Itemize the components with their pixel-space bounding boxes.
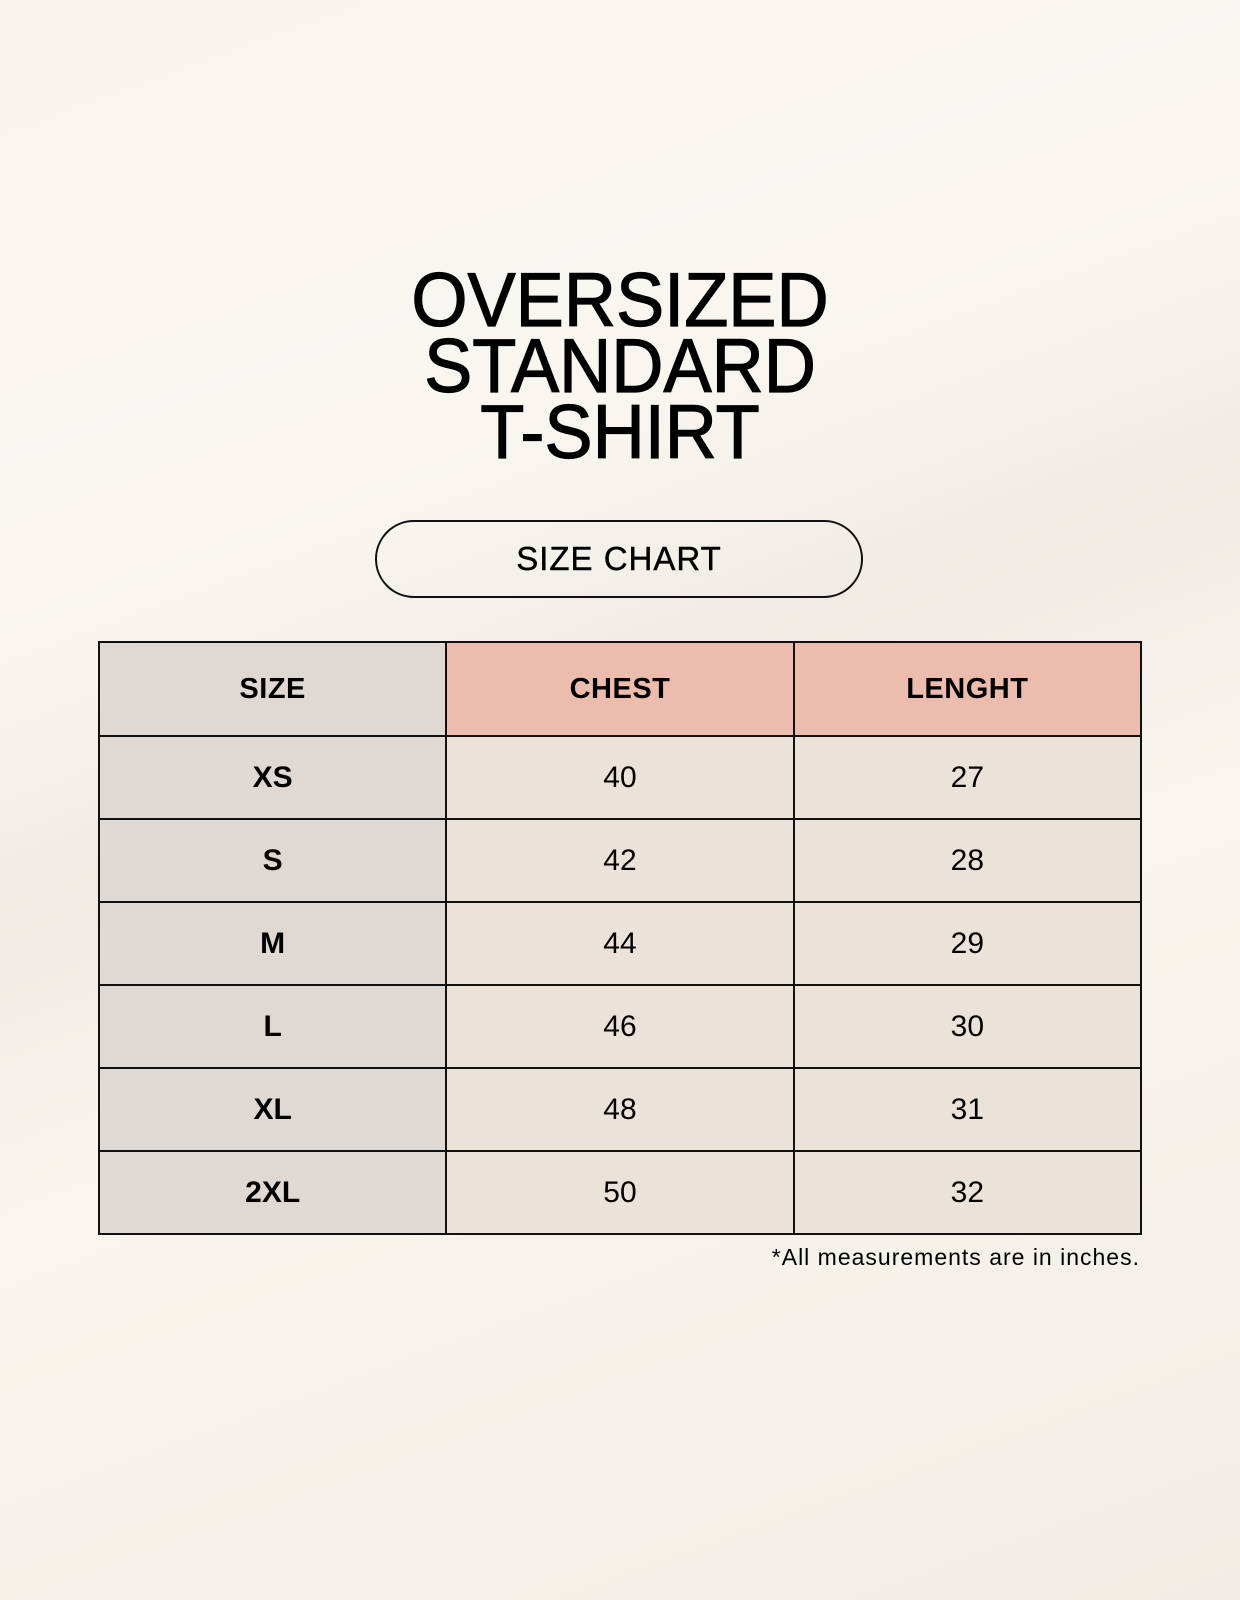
table-row: M 44 29: [97, 901, 1143, 986]
size-table: SIZE CHEST LENGHT XS 40 27 S 42 28 M 44 29 L 46 30 X…: [97, 641, 1143, 1235]
cell-size: S: [97, 818, 448, 903]
title-line: OVERSIZED: [411, 258, 829, 343]
cell-size: XL: [97, 1067, 448, 1152]
page-title: OVERSIZED STANDARD T-SHIRT: [31, 258, 1209, 475]
title-line: STANDARD: [424, 324, 817, 409]
table-row: S 42 28: [97, 818, 1143, 903]
size-chart-badge: SIZE CHART: [375, 520, 863, 598]
table-row: 2XL 50 32: [97, 1150, 1143, 1235]
cell-size: 2XL: [97, 1150, 448, 1235]
header-length: LENGHT: [792, 641, 1143, 737]
cell-chest: 48: [445, 1067, 795, 1152]
table-row: L 46 30: [97, 984, 1143, 1069]
cell-size: L: [97, 984, 448, 1069]
cell-chest: 42: [445, 818, 795, 903]
cell-size: M: [97, 901, 448, 986]
header-chest: CHEST: [445, 641, 795, 737]
cell-chest: 50: [445, 1150, 795, 1235]
cell-chest: 40: [445, 735, 795, 820]
cell-length: 28: [792, 818, 1143, 903]
cell-length: 30: [792, 984, 1143, 1069]
cell-length: 31: [792, 1067, 1143, 1152]
table-header-row: SIZE CHEST LENGHT: [97, 641, 1143, 737]
cell-length: 32: [792, 1150, 1143, 1235]
title-line: T-SHIRT: [480, 390, 761, 475]
footnote: *All measurements are in inches.: [771, 1244, 1140, 1270]
cell-chest: 44: [445, 901, 795, 986]
header-size: SIZE: [97, 641, 448, 737]
table-row: XS 40 27: [97, 735, 1143, 820]
cell-size: XS: [97, 735, 448, 820]
cell-length: 27: [792, 735, 1143, 820]
table-row: XL 48 31: [97, 1067, 1143, 1152]
cell-chest: 46: [445, 984, 795, 1069]
cell-length: 29: [792, 901, 1143, 986]
